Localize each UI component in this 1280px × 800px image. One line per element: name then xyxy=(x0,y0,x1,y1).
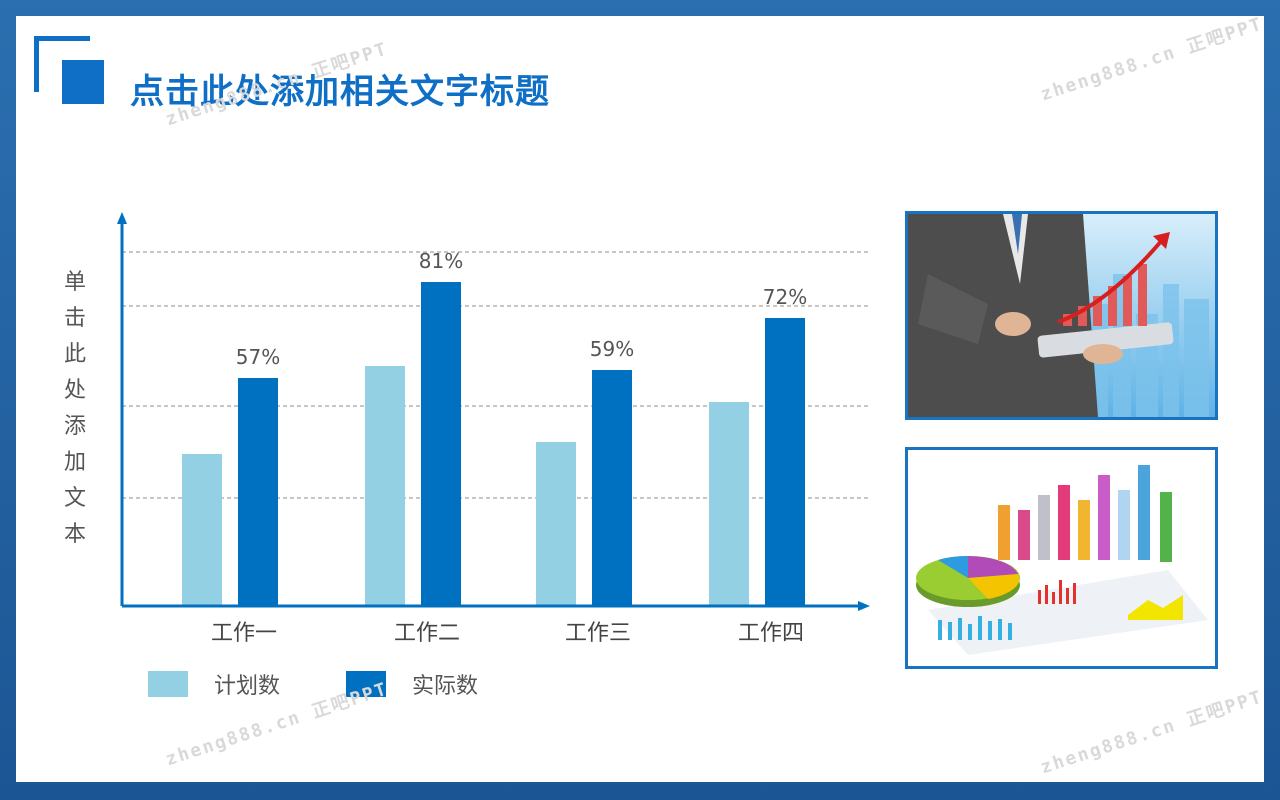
bar-actual xyxy=(238,378,278,606)
title-decoration-outline xyxy=(34,36,90,92)
legend-label-plan: 计划数 xyxy=(214,674,281,699)
legend-swatch-plan xyxy=(148,671,188,697)
x-axis-arrow xyxy=(858,601,870,611)
x-tick-label: 工作一 xyxy=(211,621,277,646)
bar-plan xyxy=(709,402,749,606)
legend-swatch-actual xyxy=(346,671,386,697)
bar-plan xyxy=(536,442,576,606)
x-tick-label: 工作三 xyxy=(565,621,631,646)
y-axis-label: 单击此处添加文本 xyxy=(63,270,86,547)
title-decoration-square xyxy=(62,60,104,104)
3d-statistics-image xyxy=(905,447,1218,669)
page-title[interactable]: 点击此处添加相关文字标题 xyxy=(130,72,550,112)
data-label: 72% xyxy=(763,285,807,309)
y-axis-arrow xyxy=(117,212,127,224)
bar-plan xyxy=(365,366,405,606)
data-label: 81% xyxy=(419,249,463,273)
bar-actual xyxy=(421,282,461,606)
data-label: 59% xyxy=(590,337,634,361)
x-tick-label: 工作四 xyxy=(738,621,804,646)
data-label: 57% xyxy=(236,345,280,369)
business-man-tablet-image xyxy=(905,211,1218,420)
legend-item-plan: 计划数 xyxy=(148,668,280,700)
bar-actual xyxy=(592,370,632,606)
legend-label-actual: 实际数 xyxy=(412,674,479,699)
legend-item-actual: 实际数 xyxy=(346,668,478,700)
bar-plan xyxy=(182,454,222,606)
x-tick-label: 工作二 xyxy=(394,621,460,646)
bar-actual xyxy=(765,318,805,606)
